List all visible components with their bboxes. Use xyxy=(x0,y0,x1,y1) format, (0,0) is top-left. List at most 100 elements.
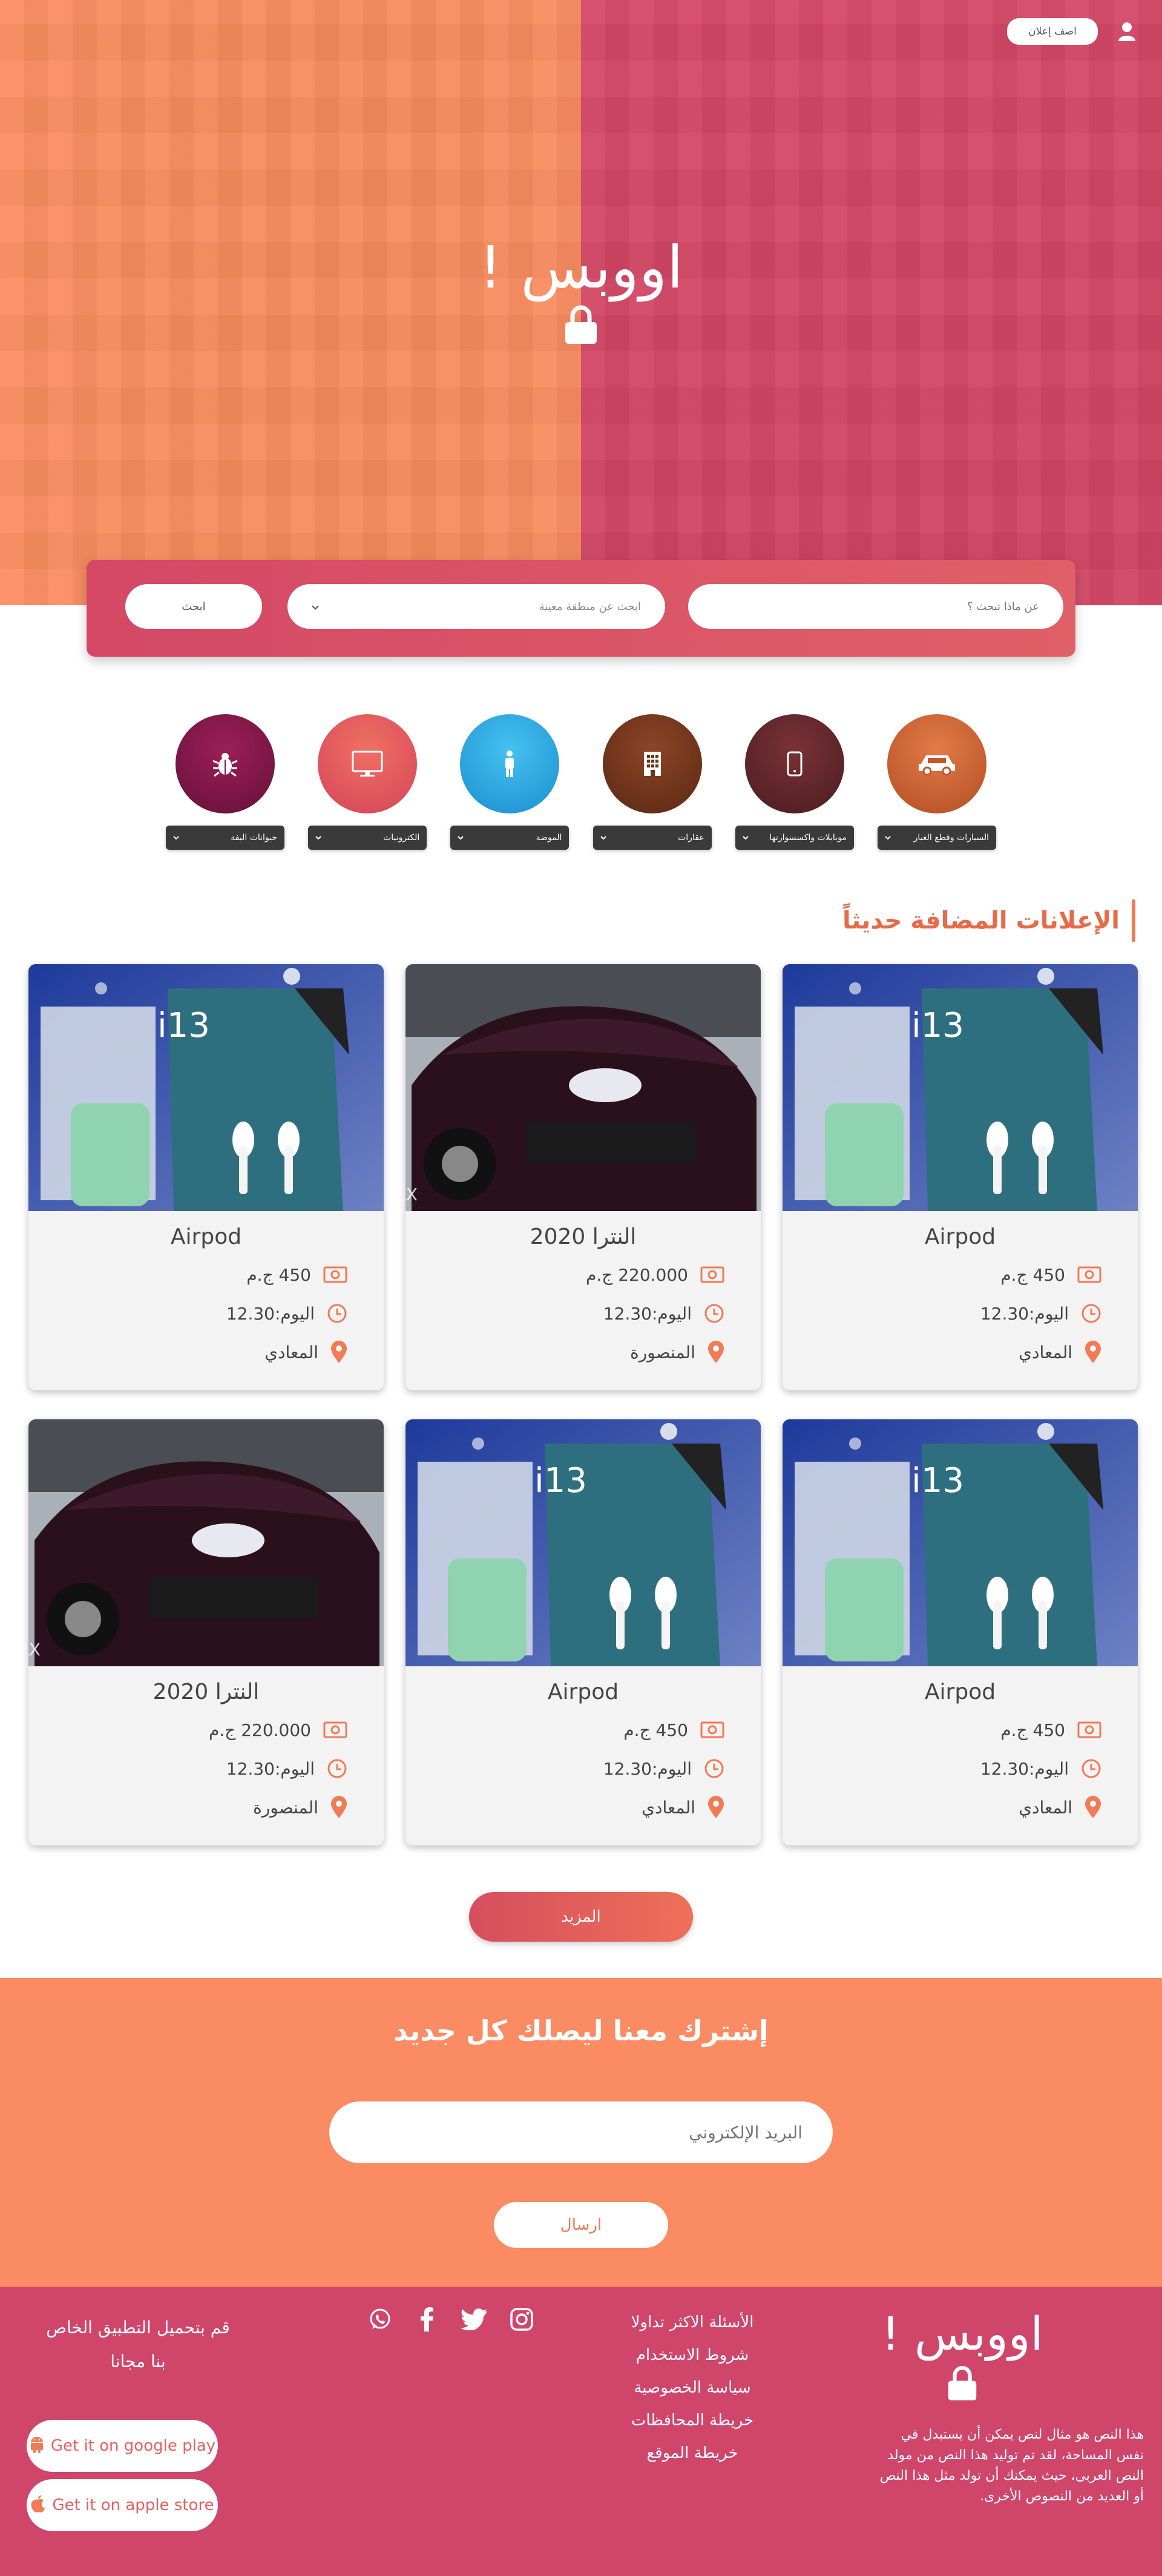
footer-link-sitemap[interactable]: خريطة الموقع xyxy=(646,2444,738,2462)
footer-link-privacy[interactable]: سياسة الخصوصية xyxy=(634,2379,751,2397)
ad-price-row: 450 ج.م xyxy=(783,1717,1138,1743)
location-pin-icon xyxy=(708,1796,724,1818)
category-button[interactable]: حيوانات اليفة xyxy=(166,826,285,850)
ad-card[interactable]: OLX النترا 2020 220.000 ج.م اليوم:12.30 … xyxy=(28,1419,384,1845)
footer-about-text: هذا النص هو مثال لنص يمكن أن يستبدل في ن… xyxy=(879,2427,1144,2504)
car-icon xyxy=(919,755,955,776)
svg-text:OLX: OLX xyxy=(28,1640,41,1660)
chevron-down-icon xyxy=(312,600,319,613)
user-icon[interactable] xyxy=(1116,21,1138,42)
svg-text:i13: i13 xyxy=(534,1461,587,1500)
apple-store-button[interactable]: Get it on apple store xyxy=(27,2479,218,2531)
email-field[interactable] xyxy=(329,2101,833,2163)
category-pets[interactable]: حيوانات اليفة xyxy=(165,714,286,850)
facebook-icon[interactable] xyxy=(414,2306,441,2333)
ad-time-row: اليوم:12.30 xyxy=(28,1300,384,1327)
lock-icon xyxy=(947,2365,977,2402)
ad-location: المعادي xyxy=(642,1797,695,1818)
mobile-icon xyxy=(787,751,803,777)
ad-time: اليوم:12.30 xyxy=(980,1303,1069,1324)
ad-price: 450 ج.م xyxy=(623,1720,688,1740)
ad-image[interactable]: OLX xyxy=(405,964,761,1211)
ad-price: 220.000 ج.م xyxy=(208,1720,311,1740)
price-icon xyxy=(1077,1266,1101,1283)
chevron-down-icon xyxy=(315,833,321,843)
ad-card[interactable]: i13 Airpod 450 ج.م اليوم:12.30 المعادي xyxy=(783,1419,1138,1845)
svg-text:OLX: OLX xyxy=(405,1184,418,1204)
social-links xyxy=(367,2306,535,2333)
ad-location: المنصورة xyxy=(253,1797,318,1818)
category-circle xyxy=(318,714,418,813)
ad-title: Airpod xyxy=(547,1680,619,1704)
category-mobiles[interactable]: موبايلات واكسسوارتها xyxy=(734,714,855,850)
ad-image-airpods: i13 xyxy=(405,1419,761,1666)
ad-image-airpods: i13 xyxy=(783,964,1138,1211)
ad-image[interactable]: i13 xyxy=(28,964,384,1211)
footer-links: الأسئلة الاكثر تداولا شروط الاستخدام سيا… xyxy=(596,2306,789,2469)
ad-image-airpods: i13 xyxy=(28,964,384,1211)
ad-time: اليوم:12.30 xyxy=(226,1758,315,1779)
instagram-icon[interactable] xyxy=(508,2306,535,2333)
category-button[interactable]: عقارات xyxy=(592,826,712,850)
footer-link-faq[interactable]: الأسئلة الاكثر تداولا xyxy=(631,2313,754,2331)
footer-link-terms[interactable]: شروط الاستخدام xyxy=(635,2346,749,2364)
clock-icon xyxy=(327,1759,347,1778)
ad-image-airpods: i13 xyxy=(783,1419,1138,1666)
ad-card[interactable]: i13 Airpod 450 ج.م اليوم:12.30 المعادي xyxy=(28,964,384,1390)
send-button[interactable]: ارسال xyxy=(494,2202,668,2248)
ad-time-row: اليوم:12.30 xyxy=(405,1755,761,1782)
category-fashion[interactable]: الموضة xyxy=(449,714,570,850)
category-button[interactable]: الكترونيات xyxy=(308,826,427,850)
ad-time: اليوم:12.30 xyxy=(603,1758,692,1779)
category-electronics[interactable]: الكترونيات xyxy=(307,714,428,850)
search-input[interactable] xyxy=(688,584,1063,629)
ad-price-row: 220.000 ج.م xyxy=(28,1717,384,1743)
ad-location-row: المنصورة xyxy=(28,1794,384,1821)
ad-location-row: المعادي xyxy=(783,1339,1138,1365)
ad-card[interactable]: i13 Airpod 450 ج.م اليوم:12.30 المعادي xyxy=(405,1419,761,1845)
footer-logo: اووبس ! xyxy=(835,2311,1089,2402)
ad-price-row: 220.000 ج.م xyxy=(405,1261,761,1288)
android-icon xyxy=(29,2435,45,2457)
ad-title: Airpod xyxy=(924,1680,996,1704)
post-ad-button[interactable]: اضف إعلان xyxy=(1007,18,1098,45)
ad-location-row: المعادي xyxy=(405,1794,761,1821)
ad-card[interactable]: OLX النترا 2020 220.000 ج.م اليوم:12.30 … xyxy=(405,964,761,1390)
ad-time: اليوم:12.30 xyxy=(980,1758,1069,1779)
category-real-estate[interactable]: عقارات xyxy=(592,714,713,850)
ad-location: المعادي xyxy=(1019,1342,1072,1362)
latest-ads-heading: الإعلانات المضافة حديثاً xyxy=(842,899,1135,942)
category-button[interactable]: السيارات وقطع الغيار xyxy=(878,826,996,850)
ad-card[interactable]: i13 Airpod 450 ج.م اليوم:12.30 المعادي xyxy=(783,964,1138,1390)
chevron-down-icon xyxy=(458,833,464,843)
category-cars[interactable]: السيارات وقطع الغيار xyxy=(876,714,997,850)
google-play-button[interactable]: Get it on google play xyxy=(27,2420,218,2472)
hero-right-panel xyxy=(581,0,1162,605)
ad-location-row: المنصورة xyxy=(405,1339,761,1365)
ad-image[interactable]: OLX xyxy=(28,1419,384,1666)
clock-icon xyxy=(327,1304,347,1323)
ad-image[interactable]: i13 xyxy=(405,1419,761,1666)
region-select[interactable]: ابحث عن منطقة معينة xyxy=(287,584,665,629)
ads-grid: i13 Airpod 450 ج.م اليوم:12.30 المعادي O… xyxy=(24,964,1138,1845)
clock-icon xyxy=(704,1304,724,1323)
location-pin-icon xyxy=(1085,1341,1101,1363)
more-button[interactable]: المزيد xyxy=(469,1892,693,1942)
category-button[interactable]: الموضة xyxy=(450,826,570,850)
ad-time: اليوم:12.30 xyxy=(226,1303,315,1324)
whatsapp-icon[interactable] xyxy=(367,2306,393,2333)
category-button[interactable]: موبايلات واكسسوارتها xyxy=(735,826,854,850)
twitter-icon[interactable] xyxy=(461,2306,488,2333)
price-icon xyxy=(700,1721,724,1738)
svg-text:i13: i13 xyxy=(157,1006,210,1045)
ad-title: Airpod xyxy=(170,1224,242,1249)
search-panel: ابحث عن منطقة معينة ابحث xyxy=(87,560,1075,657)
footer-link-governorates-map[interactable]: خريطة المحافظات xyxy=(631,2411,754,2430)
app-download-text: قم بتحميل التطبيق الخاص بنا مجانا xyxy=(46,2318,230,2371)
ad-image[interactable]: i13 xyxy=(783,964,1138,1211)
search-button[interactable]: ابحث xyxy=(125,584,262,629)
ad-image[interactable]: i13 xyxy=(783,1419,1138,1666)
footer: اووبس ! هذا النص هو مثال لنص يمكن أن يست… xyxy=(0,2287,1162,2576)
person-icon xyxy=(505,751,514,777)
ad-time: اليوم:12.30 xyxy=(603,1303,692,1324)
